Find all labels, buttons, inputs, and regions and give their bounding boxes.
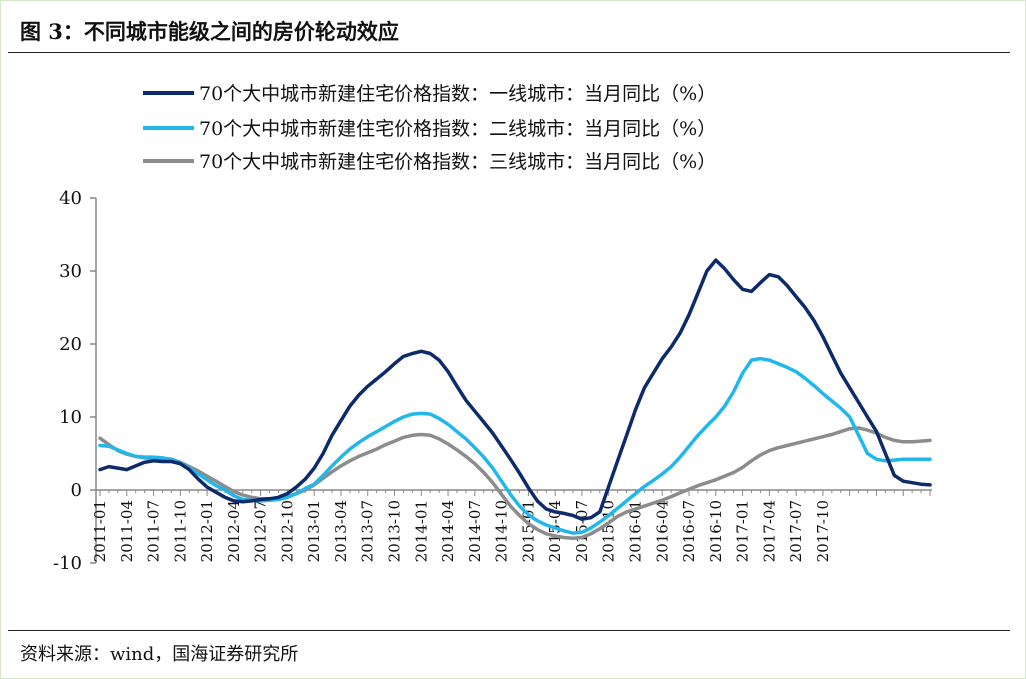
x-tick-label: 2012-07: [252, 500, 270, 562]
x-tick-label: 2017-10: [814, 500, 832, 562]
figure-title: 图 3：不同城市能级之间的房价轮动效应: [20, 19, 399, 44]
x-tick-label: 2013-01: [305, 500, 323, 562]
y-tick-label: 10: [59, 407, 82, 428]
x-tick-label: 2013-07: [359, 500, 377, 562]
y-tick-label: -10: [53, 553, 82, 574]
axes: -10 0 10 20 30 40 2011-01 2011-04 2011-07 2011-10…: [53, 188, 932, 574]
x-tick-label: 2012-04: [225, 500, 243, 562]
legend: 70个大中城市新建住宅价格指数：一线城市：当月同比（%） 70个大中城市新建住宅价…: [143, 83, 716, 173]
legend-label: 70个大中城市新建住宅价格指数：一线城市：当月同比（%）: [199, 83, 716, 105]
y-tick-label: 30: [59, 261, 82, 282]
x-tick-label: 2015-01: [519, 500, 537, 562]
source-rule: [8, 630, 1010, 631]
x-tick-label: 2014-07: [466, 500, 484, 562]
x-tick-label: 2017-07: [787, 500, 805, 562]
x-tick-label: 2016-04: [653, 500, 671, 562]
series-lines: [98, 258, 932, 540]
y-tick-label: 40: [59, 188, 82, 209]
legend-label: 70个大中城市新建住宅价格指数：三线城市：当月同比（%）: [199, 151, 716, 173]
x-tick-label: 2013-10: [386, 500, 404, 562]
series-line-2: [98, 356, 932, 535]
legend-label: 70个大中城市新建住宅价格指数：二线城市：当月同比（%）: [199, 118, 716, 140]
series-line-3: [98, 426, 932, 540]
x-tick-label: 2015-04: [546, 500, 564, 562]
x-tick-label: 2014-01: [412, 500, 430, 562]
x-tick-label: 2016-01: [626, 500, 644, 562]
series-line-1: [98, 258, 932, 521]
x-tick-label: 2016-07: [680, 500, 698, 562]
x-tick-label: 2015-10: [600, 500, 618, 562]
x-tick-label: 2012-01: [198, 500, 216, 562]
x-tick-label: 2013-04: [332, 500, 350, 562]
x-tick-label: 2017-04: [760, 500, 778, 562]
x-tick-label: 2016-10: [707, 500, 725, 562]
x-tick-label: 2011-01: [91, 500, 109, 562]
x-tick-label: 2012-10: [278, 500, 296, 562]
x-tick-label: 2017-01: [734, 500, 752, 562]
x-tick-label: 2014-10: [493, 500, 511, 562]
title-rule: [8, 52, 1010, 53]
x-tick-label: 2011-10: [171, 500, 189, 562]
x-tick-label: 2011-04: [118, 500, 136, 562]
y-tick-label: 0: [71, 480, 82, 501]
x-tick-label: 2011-07: [145, 500, 163, 562]
y-tick-label: 20: [59, 334, 82, 355]
source-note: 资料来源：wind，国海证券研究所: [20, 644, 299, 665]
x-tick-label: 2014-04: [439, 500, 457, 562]
